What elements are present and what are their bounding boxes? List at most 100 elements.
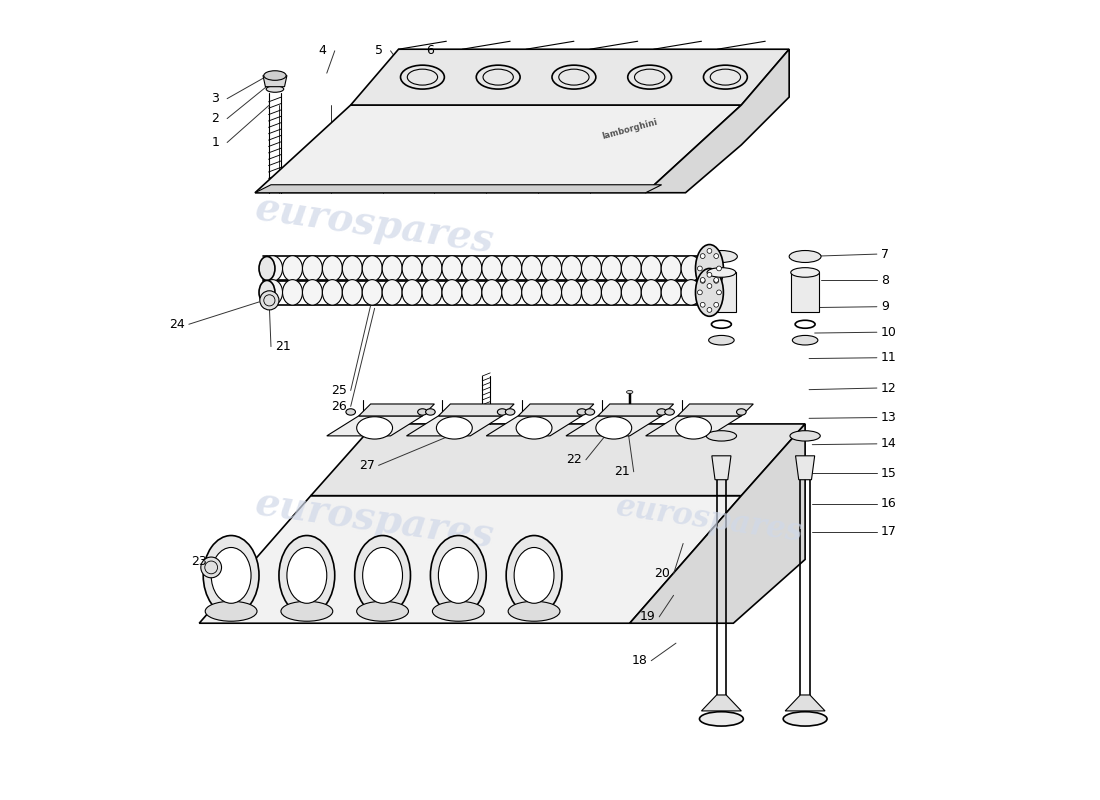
Ellipse shape: [541, 256, 562, 282]
Ellipse shape: [482, 256, 502, 282]
Ellipse shape: [791, 268, 820, 278]
Text: 2: 2: [211, 112, 219, 125]
Circle shape: [714, 254, 718, 258]
Ellipse shape: [562, 256, 582, 282]
Ellipse shape: [422, 256, 442, 282]
Ellipse shape: [585, 409, 595, 415]
Ellipse shape: [342, 256, 362, 282]
Circle shape: [714, 278, 718, 282]
Ellipse shape: [695, 269, 724, 316]
Text: 20: 20: [653, 567, 670, 580]
Ellipse shape: [403, 256, 422, 282]
Ellipse shape: [382, 280, 403, 305]
Circle shape: [707, 273, 712, 278]
Polygon shape: [629, 424, 805, 623]
Polygon shape: [712, 456, 732, 480]
Ellipse shape: [302, 256, 322, 282]
Ellipse shape: [263, 256, 283, 282]
Polygon shape: [407, 416, 503, 436]
Ellipse shape: [675, 417, 712, 439]
Ellipse shape: [462, 256, 482, 282]
Text: 8: 8: [881, 274, 889, 287]
Ellipse shape: [521, 256, 541, 282]
Polygon shape: [199, 496, 741, 623]
Text: 23: 23: [191, 554, 207, 567]
Text: 24: 24: [169, 318, 185, 330]
Text: 16: 16: [881, 497, 896, 510]
Ellipse shape: [439, 547, 478, 603]
Ellipse shape: [264, 70, 286, 80]
Ellipse shape: [627, 390, 632, 394]
Text: eurospares: eurospares: [253, 189, 496, 260]
Ellipse shape: [442, 256, 462, 282]
Text: 17: 17: [881, 525, 896, 538]
Ellipse shape: [362, 280, 382, 305]
Ellipse shape: [287, 547, 327, 603]
Text: 21: 21: [275, 340, 290, 353]
Circle shape: [697, 266, 702, 271]
Text: 6: 6: [427, 44, 434, 58]
Ellipse shape: [641, 280, 661, 305]
Ellipse shape: [792, 335, 818, 345]
Ellipse shape: [602, 280, 621, 305]
Ellipse shape: [432, 602, 484, 622]
Ellipse shape: [342, 280, 362, 305]
Polygon shape: [518, 404, 594, 416]
Ellipse shape: [582, 280, 602, 305]
Text: 13: 13: [881, 411, 896, 424]
Ellipse shape: [700, 712, 744, 726]
Ellipse shape: [430, 535, 486, 615]
Text: 25: 25: [331, 384, 346, 397]
Text: 19: 19: [639, 610, 656, 623]
Circle shape: [201, 557, 221, 578]
Ellipse shape: [521, 280, 541, 305]
Ellipse shape: [708, 335, 734, 345]
Ellipse shape: [516, 417, 552, 439]
Ellipse shape: [707, 268, 736, 278]
Ellipse shape: [418, 409, 427, 415]
Circle shape: [714, 302, 718, 307]
Ellipse shape: [541, 280, 562, 305]
Ellipse shape: [664, 409, 674, 415]
Ellipse shape: [382, 256, 403, 282]
Polygon shape: [702, 695, 741, 711]
Text: 14: 14: [881, 438, 896, 450]
Text: 21: 21: [614, 466, 629, 478]
Ellipse shape: [437, 417, 472, 439]
Ellipse shape: [602, 256, 621, 282]
Polygon shape: [351, 50, 789, 105]
Text: 15: 15: [881, 467, 896, 480]
Polygon shape: [486, 416, 582, 436]
Polygon shape: [791, 273, 820, 312]
Text: 18: 18: [631, 654, 647, 667]
Ellipse shape: [258, 281, 275, 304]
Ellipse shape: [695, 245, 724, 292]
Polygon shape: [263, 75, 287, 86]
Circle shape: [707, 249, 712, 254]
Ellipse shape: [206, 602, 257, 622]
Circle shape: [714, 278, 718, 283]
Ellipse shape: [681, 256, 701, 282]
Circle shape: [716, 290, 722, 294]
Ellipse shape: [345, 409, 355, 415]
Ellipse shape: [426, 409, 436, 415]
Polygon shape: [707, 273, 736, 312]
Ellipse shape: [506, 535, 562, 615]
Text: 10: 10: [881, 326, 896, 338]
Ellipse shape: [354, 535, 410, 615]
Text: 3: 3: [211, 92, 219, 105]
Ellipse shape: [462, 280, 482, 305]
Circle shape: [707, 307, 712, 312]
Ellipse shape: [641, 256, 661, 282]
Polygon shape: [646, 50, 789, 193]
Text: 22: 22: [566, 454, 582, 466]
Ellipse shape: [266, 86, 284, 92]
Text: 4: 4: [319, 44, 327, 58]
Polygon shape: [678, 404, 754, 416]
Ellipse shape: [362, 256, 382, 282]
Text: 27: 27: [359, 459, 375, 472]
Ellipse shape: [211, 547, 251, 603]
Ellipse shape: [783, 712, 827, 726]
Text: 7: 7: [881, 248, 889, 261]
Ellipse shape: [280, 602, 333, 622]
